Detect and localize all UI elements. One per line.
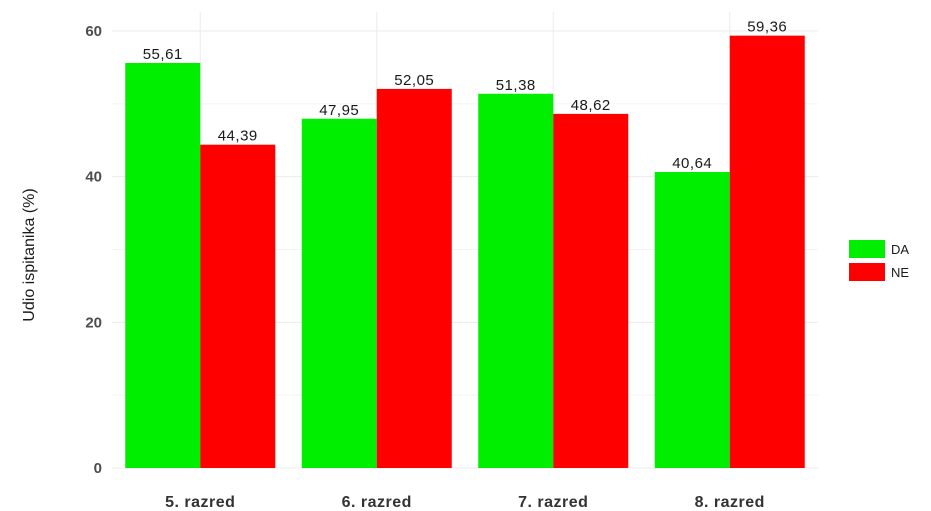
bar-da bbox=[301, 118, 377, 469]
x-tick-label: 8. razred bbox=[695, 494, 765, 511]
data-label: 59,36 bbox=[747, 19, 787, 36]
legend-key-ne bbox=[849, 263, 885, 281]
bar-ne bbox=[200, 144, 276, 468]
x-tick-label: 6. razred bbox=[342, 494, 412, 511]
data-label: 47,95 bbox=[319, 102, 359, 119]
legend-label: DA bbox=[891, 242, 909, 257]
bars-layer bbox=[125, 35, 805, 469]
bar-ne bbox=[376, 88, 452, 468]
bar-da bbox=[125, 62, 201, 468]
y-tick-label: 60 bbox=[85, 23, 102, 40]
data-label: 44,39 bbox=[218, 128, 258, 145]
bar-da bbox=[654, 172, 730, 468]
data-label: 52,05 bbox=[394, 72, 434, 89]
y-tick-label: 0 bbox=[94, 460, 102, 477]
bar-da bbox=[478, 93, 554, 468]
axis-layer: Udio ispitanika (%) 0 20 40 60 5. razred 6. r… bbox=[21, 23, 765, 511]
data-labels-layer: 55,61 44,39 47,95 52,05 51,38 48,62 40,64 59,36 bbox=[143, 19, 787, 172]
data-label: 51,38 bbox=[496, 77, 536, 94]
y-axis-title: Udio ispitanika (%) bbox=[21, 188, 38, 321]
data-label: 40,64 bbox=[672, 155, 712, 172]
x-tick-label: 5. razred bbox=[165, 494, 235, 511]
bar-ne bbox=[729, 35, 805, 468]
y-tick-label: 20 bbox=[85, 314, 102, 331]
legend-key-da bbox=[849, 240, 885, 258]
data-label: 48,62 bbox=[571, 97, 611, 114]
legend: DA NE bbox=[849, 240, 909, 281]
y-tick-label: 40 bbox=[85, 169, 102, 186]
legend-label: NE bbox=[891, 265, 909, 280]
data-label: 55,61 bbox=[143, 46, 183, 63]
bar-ne bbox=[553, 113, 629, 468]
x-tick-label: 7. razred bbox=[518, 494, 588, 511]
